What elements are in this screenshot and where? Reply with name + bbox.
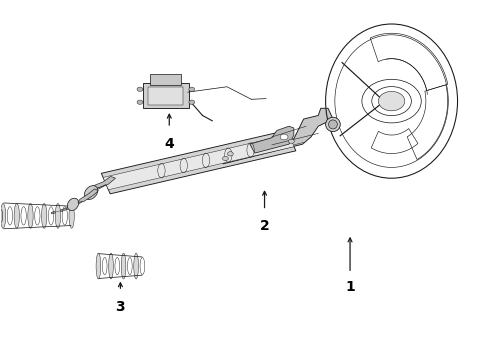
Ellipse shape <box>326 117 340 132</box>
Text: 1: 1 <box>345 280 355 294</box>
Polygon shape <box>103 134 294 190</box>
Ellipse shape <box>329 120 337 129</box>
Text: 4: 4 <box>164 137 174 151</box>
Text: 2: 2 <box>260 220 270 233</box>
Ellipse shape <box>67 198 79 211</box>
Circle shape <box>189 87 195 91</box>
Circle shape <box>137 100 143 104</box>
FancyBboxPatch shape <box>150 75 181 85</box>
Ellipse shape <box>378 91 405 111</box>
Ellipse shape <box>0 210 2 222</box>
Ellipse shape <box>69 203 74 228</box>
Ellipse shape <box>28 203 33 228</box>
Polygon shape <box>78 189 98 202</box>
Polygon shape <box>250 126 294 153</box>
Ellipse shape <box>96 253 101 279</box>
Polygon shape <box>101 130 296 194</box>
Ellipse shape <box>109 253 113 279</box>
Ellipse shape <box>42 203 47 228</box>
Circle shape <box>227 152 233 156</box>
Ellipse shape <box>0 203 6 228</box>
Polygon shape <box>223 108 333 164</box>
Ellipse shape <box>134 253 139 279</box>
Circle shape <box>137 87 143 91</box>
Polygon shape <box>93 176 116 189</box>
Text: 3: 3 <box>116 300 125 314</box>
FancyBboxPatch shape <box>143 84 189 108</box>
Ellipse shape <box>55 203 61 228</box>
Ellipse shape <box>14 203 20 228</box>
Circle shape <box>289 139 294 143</box>
Circle shape <box>189 100 195 104</box>
Circle shape <box>280 134 288 140</box>
Ellipse shape <box>121 253 126 279</box>
Ellipse shape <box>84 186 98 199</box>
FancyBboxPatch shape <box>148 87 183 105</box>
Circle shape <box>222 156 228 161</box>
